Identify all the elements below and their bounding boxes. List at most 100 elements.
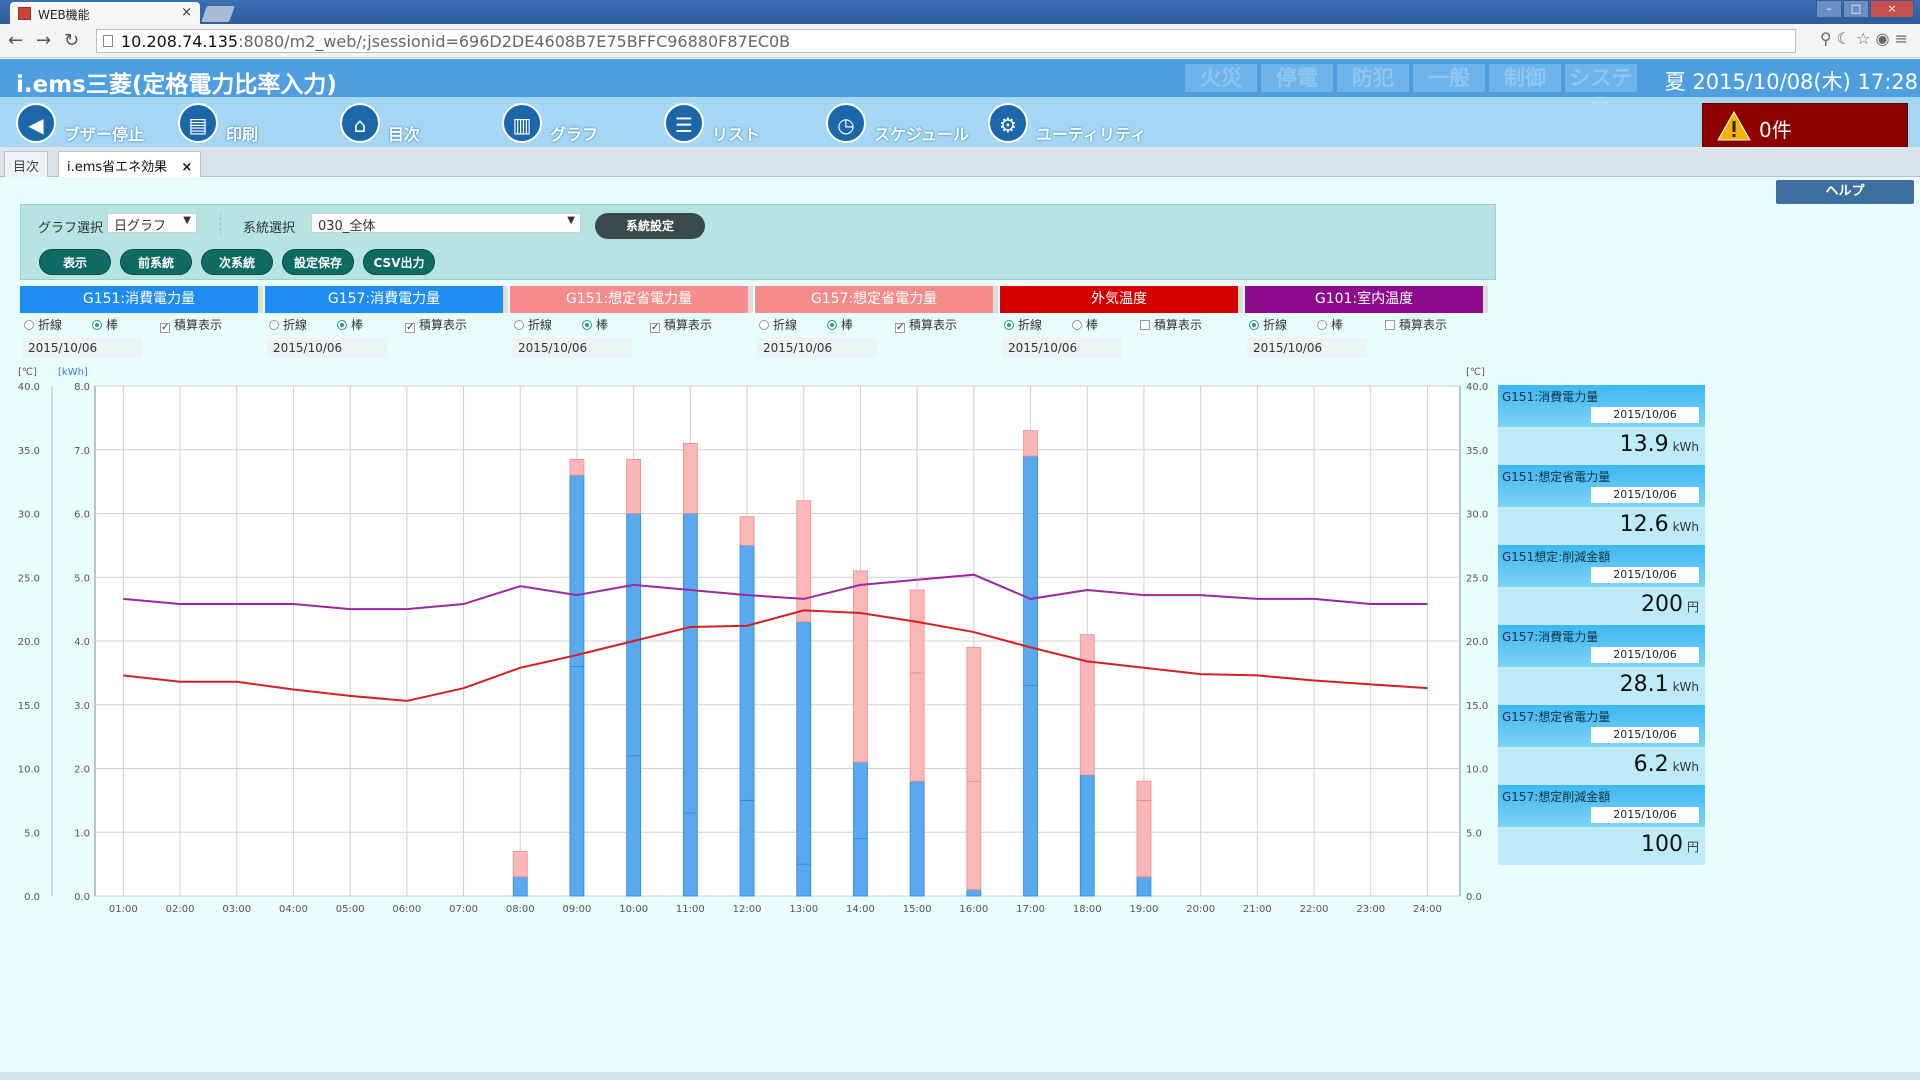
kwh-tick: 1.0: [74, 828, 90, 839]
chevron-down-icon: ▼: [183, 215, 191, 226]
category-power-outage-button[interactable]: 停電: [1261, 64, 1333, 92]
line-mode-label: 折線: [1018, 318, 1043, 332]
system-setting-button[interactable]: 系統設定: [595, 213, 705, 239]
line-mode-radio[interactable]: 折線: [759, 316, 797, 333]
line-indoor-temp: [123, 573, 1428, 611]
prev-system-button[interactable]: 前系統: [120, 249, 192, 275]
series-date-2[interactable]: 2015/10/06: [267, 338, 387, 358]
url-input[interactable]: 10.208.74.135:8080/m2_web/;jsessionid=69…: [96, 29, 1796, 53]
temp-tick-left: 30.0: [18, 510, 40, 521]
bar-mode-radio[interactable]: 棒: [1072, 316, 1098, 333]
display-button[interactable]: 表示: [39, 249, 111, 275]
extension-icon[interactable]: ◉: [1875, 29, 1890, 48]
new-tab-button[interactable]: [201, 6, 235, 22]
summary-value-box: 6.2 kWh: [1498, 747, 1705, 785]
zoom-icon[interactable]: ⚲: [1819, 29, 1832, 48]
browser-tab[interactable]: WEB機能 ×: [10, 2, 200, 24]
temp-tick-left: 10.0: [18, 765, 40, 776]
tab-index[interactable]: 目次: [4, 151, 49, 177]
summary-date: 2015/10/06: [1591, 407, 1699, 423]
x-tick-label: 02:00: [166, 904, 195, 915]
cumulative-checkbox[interactable]: ✓ 積算表示: [650, 318, 713, 333]
print-button[interactable]: ▤ 印刷: [178, 103, 278, 144]
graph-button[interactable]: ▥ グラフ: [502, 103, 612, 144]
bar-g151-saving: [909, 672, 925, 782]
series-header-1[interactable]: G151:消費電力量: [20, 286, 263, 313]
line-mode-radio[interactable]: 折線: [269, 316, 307, 333]
app-header: i.ems三菱(定格電力比率入力) 火災 停電 防犯 一般 制御 システム 夏 …: [0, 59, 1920, 118]
schedule-button[interactable]: ◷ スケジュール: [826, 103, 976, 144]
series-header-5[interactable]: 外気温度: [1000, 286, 1243, 313]
summary-title: G157:想定省電力量 2015/10/06: [1498, 705, 1705, 747]
bar-mode-radio[interactable]: 棒: [92, 316, 118, 333]
category-control-button[interactable]: 制御: [1489, 64, 1561, 92]
utility-button[interactable]: ⚙ ユーティリティ: [988, 103, 1148, 144]
tab-energy-saving[interactable]: i.ems省エネ効果 ×: [58, 151, 202, 177]
cumulative-checkbox[interactable]: ✓ 積算表示: [160, 318, 223, 333]
bar-mode-label: 棒: [1331, 318, 1344, 332]
reload-icon[interactable]: ↻: [64, 30, 80, 51]
bar-mode-radio[interactable]: 棒: [1317, 316, 1343, 333]
x-tick-label: 12:00: [733, 904, 762, 915]
series-date-6[interactable]: 2015/10/06: [1247, 338, 1367, 358]
kwh-tick: 2.0: [74, 765, 90, 776]
bar-mode-radio[interactable]: 棒: [337, 316, 363, 333]
bar-g157-consumption: [682, 513, 698, 814]
series-header-6[interactable]: G101:室内温度: [1245, 286, 1488, 313]
bookmark-star-icon[interactable]: ☆: [1856, 29, 1871, 48]
category-system-button[interactable]: システム: [1565, 64, 1637, 118]
graph-icon: ▥: [502, 103, 542, 143]
series-header-3[interactable]: G151:想定省電力量: [510, 286, 753, 313]
series-header-4[interactable]: G157:想定省電力量: [755, 286, 998, 313]
line-mode-radio[interactable]: 折線: [24, 316, 62, 333]
alarm-count: 0件: [1759, 118, 1792, 142]
bar-g151-consumption: [1023, 685, 1038, 897]
cumulative-checkbox[interactable]: 積算表示: [1385, 316, 1447, 333]
forward-icon[interactable]: →: [36, 30, 52, 51]
line-mode-radio[interactable]: 折線: [514, 316, 552, 333]
save-settings-button[interactable]: 設定保存: [282, 249, 354, 275]
window-close-icon[interactable]: ×: [1870, 0, 1914, 18]
cumulative-checkbox[interactable]: ✓ 積算表示: [405, 318, 468, 333]
list-button[interactable]: ☰ リスト: [664, 103, 774, 144]
moon-icon[interactable]: ☾: [1836, 29, 1851, 48]
bar-mode-radio[interactable]: 棒: [582, 316, 608, 333]
series-header-2[interactable]: G157:消費電力量: [265, 286, 508, 313]
maximize-icon[interactable]: □: [1843, 0, 1869, 18]
series-options-3: 折線 棒 ✓ 積算表示: [510, 316, 753, 334]
summary-title: G157:消費電力量 2015/10/06: [1498, 625, 1705, 667]
series-date-5[interactable]: 2015/10/06: [1002, 338, 1122, 358]
cumulative-label: 積算表示: [664, 318, 713, 332]
next-system-button[interactable]: 次系統: [201, 249, 273, 275]
line-mode-label: 折線: [283, 318, 308, 332]
bar-g151-saving: [966, 780, 982, 891]
csv-export-button[interactable]: CSV出力: [363, 249, 435, 275]
line-mode-radio[interactable]: 折線: [1249, 316, 1287, 333]
series-date-1[interactable]: 2015/10/06: [22, 338, 142, 358]
minimize-icon[interactable]: –: [1816, 0, 1842, 18]
line-mode-radio[interactable]: 折線: [1004, 316, 1042, 333]
system-select[interactable]: 030_全体 ▼: [311, 213, 581, 234]
alarm-count-button[interactable]: 0件: [1702, 103, 1908, 149]
bar-g157-consumption: [853, 761, 868, 840]
category-general-button[interactable]: 一般: [1413, 64, 1485, 92]
graph-select[interactable]: 日グラフ ▼: [107, 213, 197, 234]
back-icon[interactable]: ←: [8, 30, 24, 51]
series-date-4[interactable]: 2015/10/06: [757, 338, 877, 358]
x-tick-label: 14:00: [846, 904, 875, 915]
menu-icon[interactable]: ≡: [1894, 29, 1908, 48]
tab-close-icon[interactable]: ×: [181, 160, 193, 175]
index-button[interactable]: ⌂ 目次: [340, 103, 440, 144]
browser-tab-close-icon[interactable]: ×: [181, 5, 192, 20]
temp-tick-right: 40.0: [1466, 382, 1488, 393]
buzzer-stop-button[interactable]: ◀ ブザー停止: [16, 103, 156, 144]
bar-mode-radio[interactable]: 棒: [827, 316, 853, 333]
category-security-button[interactable]: 防犯: [1337, 64, 1409, 92]
cumulative-checkbox[interactable]: 積算表示: [1140, 316, 1202, 333]
help-button[interactable]: ヘルプ: [1776, 180, 1914, 204]
line-mode-label: 折線: [528, 318, 553, 332]
category-fire-button[interactable]: 火災: [1185, 64, 1257, 92]
series-date-3[interactable]: 2015/10/06: [512, 338, 632, 358]
bar-g151-saving: [682, 442, 698, 514]
cumulative-checkbox[interactable]: ✓ 積算表示: [895, 318, 958, 333]
